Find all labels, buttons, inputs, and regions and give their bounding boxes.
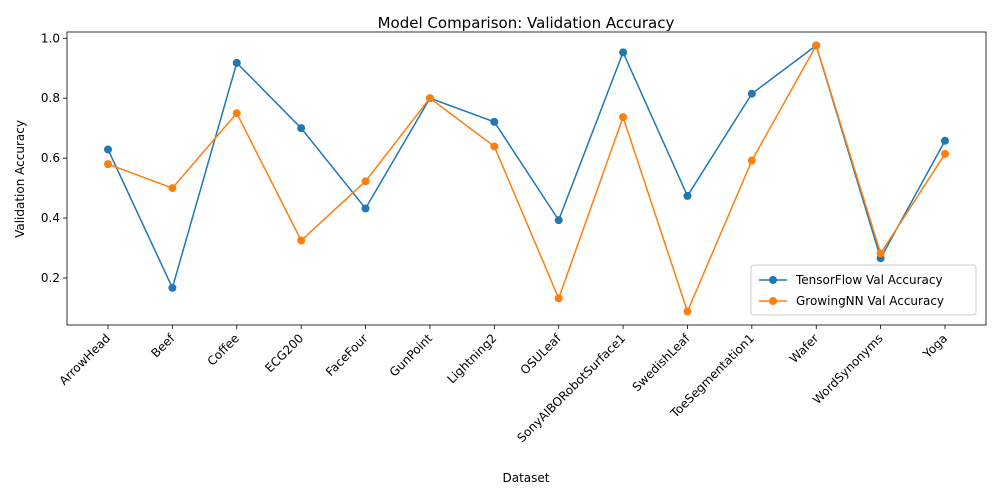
x-tick-label: Beef <box>148 331 178 361</box>
y-tick-label: 1.0 <box>41 31 60 45</box>
x-axis: ArrowHead Beef Coffee ECG200 FaceFour GunPoin… <box>56 325 950 445</box>
y-tick-label: 0.4 <box>41 211 60 225</box>
chart-title: Model Comparison: Validation Accuracy <box>378 14 675 32</box>
series-2-point <box>297 236 306 245</box>
series-2-point <box>812 41 821 50</box>
series-2-point <box>104 160 112 169</box>
y-tick-label: 0.8 <box>41 91 60 105</box>
x-tick-label: Yoga <box>920 331 950 361</box>
legend-marker-2 <box>769 297 777 305</box>
legend-box <box>750 264 977 316</box>
series-2-point <box>554 294 563 303</box>
legend: TensorFlow Val Accuracy GrowingNN Val Acc… <box>750 264 977 316</box>
series-2-point <box>361 177 370 186</box>
series-1-point <box>361 204 370 213</box>
series-2-point <box>425 94 434 103</box>
series-1-point <box>683 191 692 200</box>
y-axis: 0.2 0.4 0.6 0.8 1.0 <box>41 31 67 285</box>
series-layer <box>104 41 949 316</box>
x-tick-label: Lightning2 <box>444 331 499 386</box>
x-tick-label: ArrowHead <box>56 331 113 388</box>
x-tick-label: WordSynonyms <box>810 331 886 407</box>
x-tick-label: Wafer <box>787 331 822 366</box>
series-1-point <box>941 136 949 145</box>
plot-frame <box>66 31 987 326</box>
y-tick-label: 0.2 <box>41 271 60 285</box>
series-1-point <box>619 48 628 57</box>
series-line-1 <box>107 44 946 290</box>
x-tick-label: ECG200 <box>262 331 306 375</box>
x-tick-label: SwedishLeaf <box>630 331 694 395</box>
series-2-point <box>490 142 499 151</box>
series-line-2 <box>107 43 946 314</box>
y-axis-label: Validation Accuracy <box>13 120 27 238</box>
legend-label-1: TensorFlow Val Accuracy <box>795 273 943 287</box>
series-2-point <box>683 307 692 316</box>
legend-label-2: GrowingNN Val Accuracy <box>796 294 944 308</box>
x-tick-label: GunPoint <box>387 331 436 380</box>
legend-marker-1 <box>769 276 777 284</box>
series-2-point <box>619 113 628 122</box>
x-tick-label: Coffee <box>205 331 242 368</box>
series-2-point <box>747 156 756 165</box>
series-1-point <box>104 145 112 154</box>
series-2-point <box>876 249 885 258</box>
x-tick-label: OSULeaf <box>518 331 565 378</box>
series-1-point <box>490 117 499 126</box>
x-axis-label: Dataset <box>503 471 550 485</box>
y-tick-label: 0.6 <box>41 151 60 165</box>
series-1-point <box>747 89 756 98</box>
series-1-point <box>168 283 177 292</box>
series-2-point <box>232 109 241 118</box>
x-tick-label: SonyAIBORobotSurface1 <box>514 331 628 445</box>
series-1-point <box>297 124 306 133</box>
series-2-point <box>168 184 177 193</box>
series-1-point <box>554 216 563 225</box>
series-1-point <box>232 58 241 67</box>
series-2-point <box>941 149 949 158</box>
x-tick-label: FaceFour <box>323 331 371 379</box>
